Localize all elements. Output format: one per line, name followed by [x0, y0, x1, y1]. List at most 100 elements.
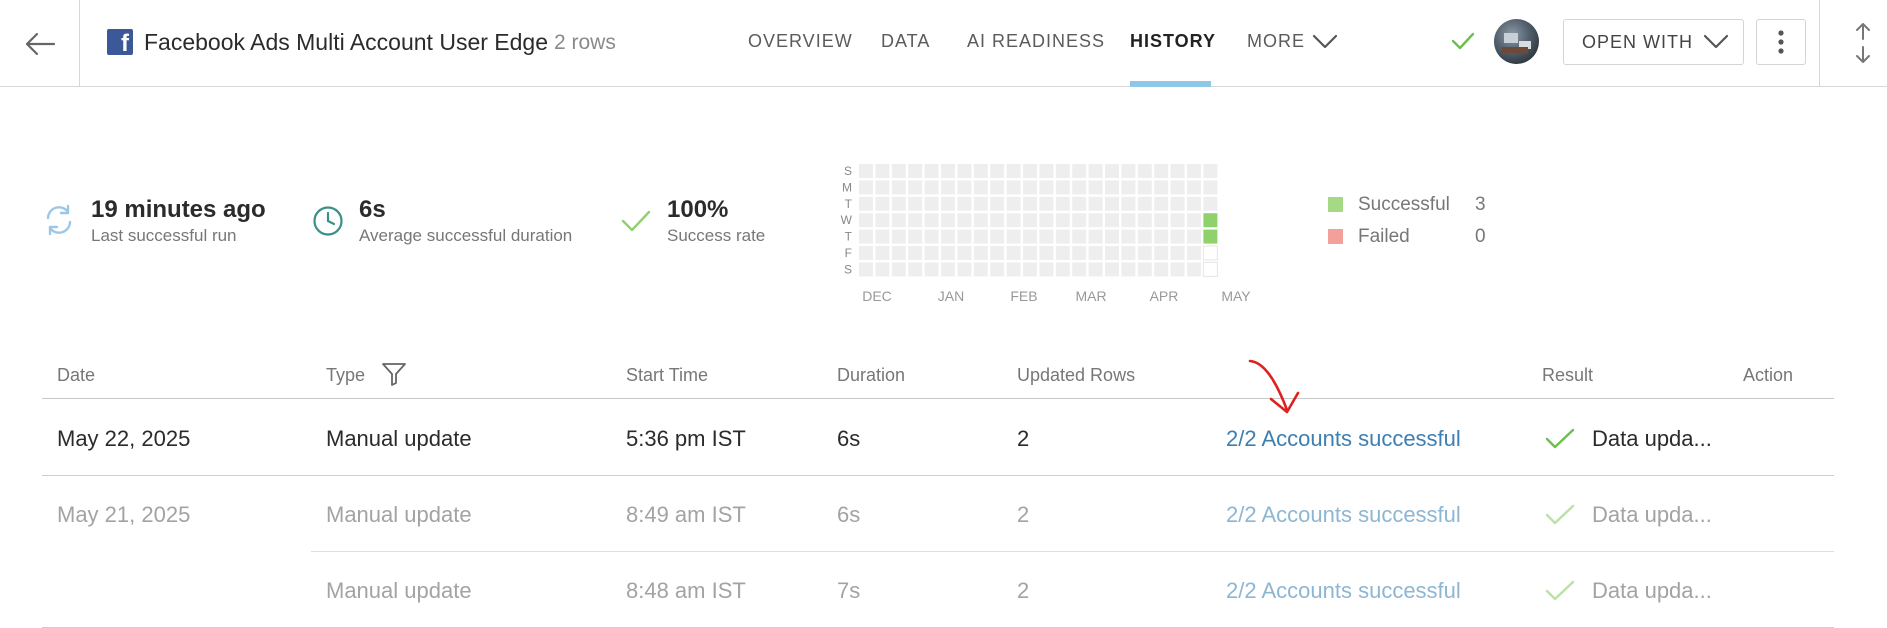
heatmap-cell	[941, 246, 955, 260]
cell-duration: 6s	[837, 426, 861, 451]
heatmap-cell	[1006, 213, 1021, 228]
accounts-status-link[interactable]: 2/2 Accounts successful	[1226, 502, 1461, 527]
heatmap-cell	[1055, 229, 1070, 244]
column-header-updated-rows[interactable]: Updated Rows	[1017, 365, 1136, 385]
heatmap-cell	[1154, 180, 1169, 195]
heatmap-cell	[1088, 164, 1103, 178]
heatmap-cell	[875, 180, 890, 195]
heatmap-cell	[1072, 196, 1087, 211]
heatmap-cell	[990, 213, 1005, 228]
column-header-duration[interactable]: Duration	[837, 365, 906, 385]
heatmap-cell	[875, 246, 890, 260]
month-label: FEB	[1010, 288, 1037, 304]
heatmap-cell	[1187, 246, 1201, 260]
heatmap-cell	[908, 164, 923, 178]
heatmap-cell	[941, 196, 955, 211]
heatmap-cell	[1121, 180, 1136, 195]
heatmap-cell	[1006, 196, 1021, 211]
open-with-button[interactable]: OPEN WITH	[1563, 19, 1744, 65]
heatmap-cell	[875, 196, 890, 211]
heatmap-cell	[1105, 196, 1119, 211]
cell-duration: 6s	[837, 502, 861, 527]
heatmap-cell	[1088, 180, 1103, 195]
heatmap-cell	[1154, 246, 1169, 260]
back-button[interactable]	[0, 0, 80, 87]
heatmap-cell	[924, 246, 939, 260]
table-header-divider	[42, 398, 1834, 399]
heatmap-cell	[1055, 213, 1070, 228]
heatmap-cell	[957, 229, 972, 244]
heatmap-cell	[1006, 180, 1021, 195]
heatmap-cell	[859, 164, 873, 178]
month-label: MAY	[1221, 288, 1251, 304]
heatmap-cell	[1088, 213, 1103, 228]
tab-overview[interactable]: OVERVIEW	[748, 31, 853, 51]
heatmap-cell	[1088, 262, 1103, 277]
tab-data[interactable]: DATA	[881, 31, 931, 51]
heatmap-cell	[1023, 246, 1037, 260]
heatmap-cell	[1055, 180, 1070, 195]
heatmap-cell	[1039, 196, 1054, 211]
accounts-status-link[interactable]: 2/2 Accounts successful	[1226, 578, 1461, 603]
column-header-result[interactable]: Result	[1542, 365, 1594, 385]
heatmap-cell	[924, 262, 939, 277]
heatmap-cell	[941, 213, 955, 228]
cell-updated-rows: 2	[1017, 578, 1030, 603]
heatmap-cell	[941, 180, 955, 195]
heatmap-cell	[990, 180, 1005, 195]
day-label: T	[845, 197, 853, 211]
heatmap-cell	[891, 196, 906, 211]
tab-more[interactable]: MORE	[1247, 31, 1305, 51]
heatmap-cell	[973, 213, 988, 228]
heatmap-cell	[1023, 262, 1037, 277]
heatmap-cell	[908, 262, 923, 277]
sort-arrows-icon[interactable]	[1852, 22, 1874, 64]
heatmap-cell	[1088, 246, 1103, 260]
heatmap-cell	[1072, 213, 1087, 228]
cell-result[interactable]: Data upda...	[1592, 426, 1712, 451]
heatmap-cell	[1006, 164, 1021, 178]
heatmap-cell	[973, 180, 988, 195]
row-count: 2 rows	[554, 31, 616, 54]
more-options-button[interactable]	[1756, 19, 1806, 65]
column-header-date[interactable]: Date	[57, 365, 96, 385]
heatmap-cell	[891, 164, 906, 178]
heatmap-cell	[941, 164, 955, 178]
heatmap-cell	[859, 246, 873, 260]
chevron-down-icon	[1703, 34, 1729, 49]
row-divider	[311, 551, 1834, 552]
heatmap-cell	[1088, 229, 1103, 244]
day-label: M	[842, 180, 852, 194]
day-label: W	[841, 213, 853, 227]
heatmap-cell	[1072, 229, 1087, 244]
column-header-type[interactable]: Type	[326, 365, 366, 385]
heatmap-cell	[1023, 229, 1037, 244]
heatmap-cell	[924, 180, 939, 195]
cell-result[interactable]: Data upda...	[1592, 578, 1712, 603]
heatmap-cell	[1137, 229, 1152, 244]
heatmap-cell	[1137, 196, 1152, 211]
heatmap-cell	[859, 229, 873, 244]
cell-start-time: 5:36 pm IST	[626, 426, 746, 451]
refresh-icon	[46, 204, 72, 236]
divider	[1819, 0, 1820, 87]
heatmap-cell	[875, 229, 890, 244]
tab-ai-readiness[interactable]: AI READINESS	[967, 31, 1106, 51]
check-icon	[1545, 580, 1575, 601]
heatmap-cell	[1187, 229, 1201, 244]
accounts-status-link[interactable]: 2/2 Accounts successful	[1226, 426, 1461, 451]
heatmap-cell	[1187, 164, 1201, 178]
heatmap-cell	[875, 164, 890, 178]
tab-history[interactable]: HISTORY	[1130, 31, 1217, 51]
facebook-icon: f	[107, 29, 133, 55]
filter-icon[interactable]	[381, 361, 407, 387]
avatar[interactable]	[1494, 19, 1539, 64]
column-header-start-time[interactable]: Start Time	[626, 365, 709, 385]
chevron-down-icon[interactable]	[1312, 33, 1338, 51]
heatmap-cell	[1170, 213, 1185, 228]
legend-successful-count: 3	[1475, 194, 1486, 215]
heatmap-cell	[891, 246, 906, 260]
cell-result[interactable]: Data upda...	[1592, 502, 1712, 527]
heatmap-cell	[1105, 229, 1119, 244]
